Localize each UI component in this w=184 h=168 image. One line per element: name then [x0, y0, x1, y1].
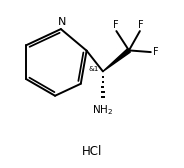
Text: F: F [138, 20, 144, 30]
Polygon shape [103, 49, 130, 71]
Text: N: N [58, 17, 66, 27]
Text: F: F [113, 20, 118, 30]
Text: &1: &1 [88, 66, 99, 72]
Text: F: F [153, 47, 158, 57]
Text: HCl: HCl [82, 145, 102, 158]
Text: NH$_2$: NH$_2$ [92, 103, 114, 117]
